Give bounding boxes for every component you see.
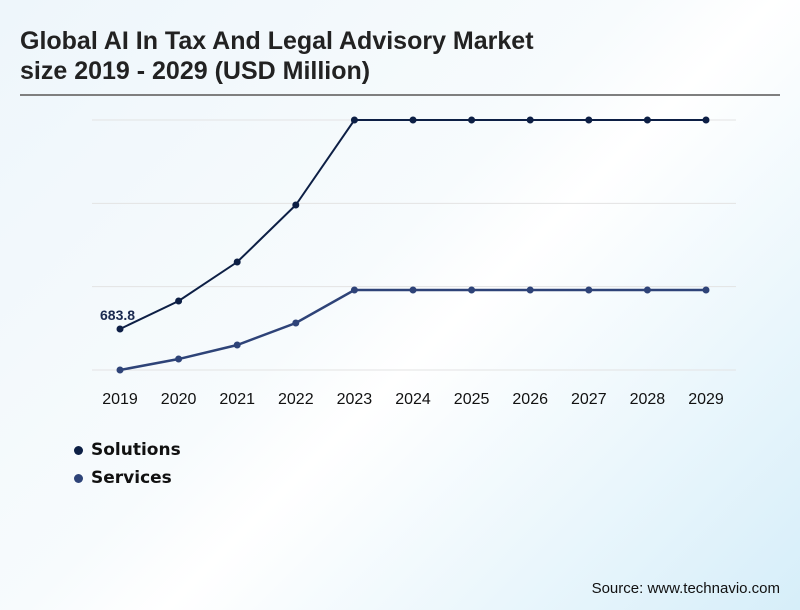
- series-lines: [119, 119, 706, 372]
- data-point-services: [175, 355, 183, 363]
- title-divider: [20, 94, 780, 96]
- data-point-solutions: [585, 116, 593, 124]
- x-tick-label: 2021: [219, 391, 255, 408]
- x-tick-label: 2025: [454, 391, 490, 408]
- x-tick-label: 2024: [395, 391, 431, 408]
- data-point-services: [526, 286, 534, 294]
- legend-dot-icon: [74, 445, 83, 455]
- data-label: 683.8: [100, 307, 135, 323]
- data-point-solutions: [116, 325, 124, 333]
- series-line-services: [119, 288, 706, 372]
- legend-item-services[interactable]: Services: [74, 464, 181, 492]
- gridlines: [92, 119, 736, 371]
- x-tick-label: 2020: [161, 391, 197, 408]
- data-point-services: [585, 286, 593, 294]
- data-point-solutions: [643, 116, 651, 124]
- x-tick-label: 2019: [102, 391, 138, 408]
- x-tick-label: 2022: [278, 391, 314, 408]
- series-line-solutions: [119, 119, 706, 330]
- data-point-solutions: [233, 258, 241, 266]
- data-point-solutions: [350, 116, 358, 124]
- legend-label: Services: [91, 468, 172, 488]
- chart-title: Global AI In Tax And Legal Advisory Mark…: [20, 26, 720, 86]
- data-point-services: [233, 341, 241, 349]
- data-point-solutions: [175, 297, 183, 305]
- chart-title-line1: Global AI In Tax And Legal Advisory Mark…: [20, 27, 534, 55]
- data-point-services: [350, 286, 358, 294]
- data-point-solutions: [526, 116, 534, 124]
- legend-label: Solutions: [91, 440, 181, 460]
- legend: Solutions Services: [74, 436, 181, 492]
- data-point-services: [702, 286, 710, 294]
- x-axis-labels: 2019 2020 2021 2022 2023 2024 2025 2026 2027 2028…: [102, 391, 724, 408]
- data-point-services: [409, 286, 417, 294]
- annotations: 683.8: [100, 307, 135, 323]
- x-tick-label: 2023: [337, 391, 373, 408]
- data-point-services: [116, 366, 124, 374]
- data-point-solutions: [409, 116, 417, 124]
- data-point-solutions: [702, 116, 710, 124]
- data-point-services: [468, 286, 476, 294]
- source-note: Source: www.technavio.com: [591, 580, 780, 597]
- data-point-solutions: [292, 201, 300, 209]
- legend-item-solutions[interactable]: Solutions: [74, 436, 181, 464]
- x-tick-label: 2028: [630, 391, 666, 408]
- data-point-solutions: [468, 116, 476, 124]
- legend-dot-icon: [74, 473, 83, 483]
- data-point-services: [292, 319, 300, 327]
- x-tick-label: 2029: [688, 391, 724, 408]
- chart-title-line2: size 2019 - 2029 (USD Million): [20, 57, 371, 85]
- x-tick-label: 2026: [512, 391, 548, 408]
- x-tick-label: 2027: [571, 391, 607, 408]
- data-point-services: [643, 286, 651, 294]
- series-points: [116, 116, 710, 374]
